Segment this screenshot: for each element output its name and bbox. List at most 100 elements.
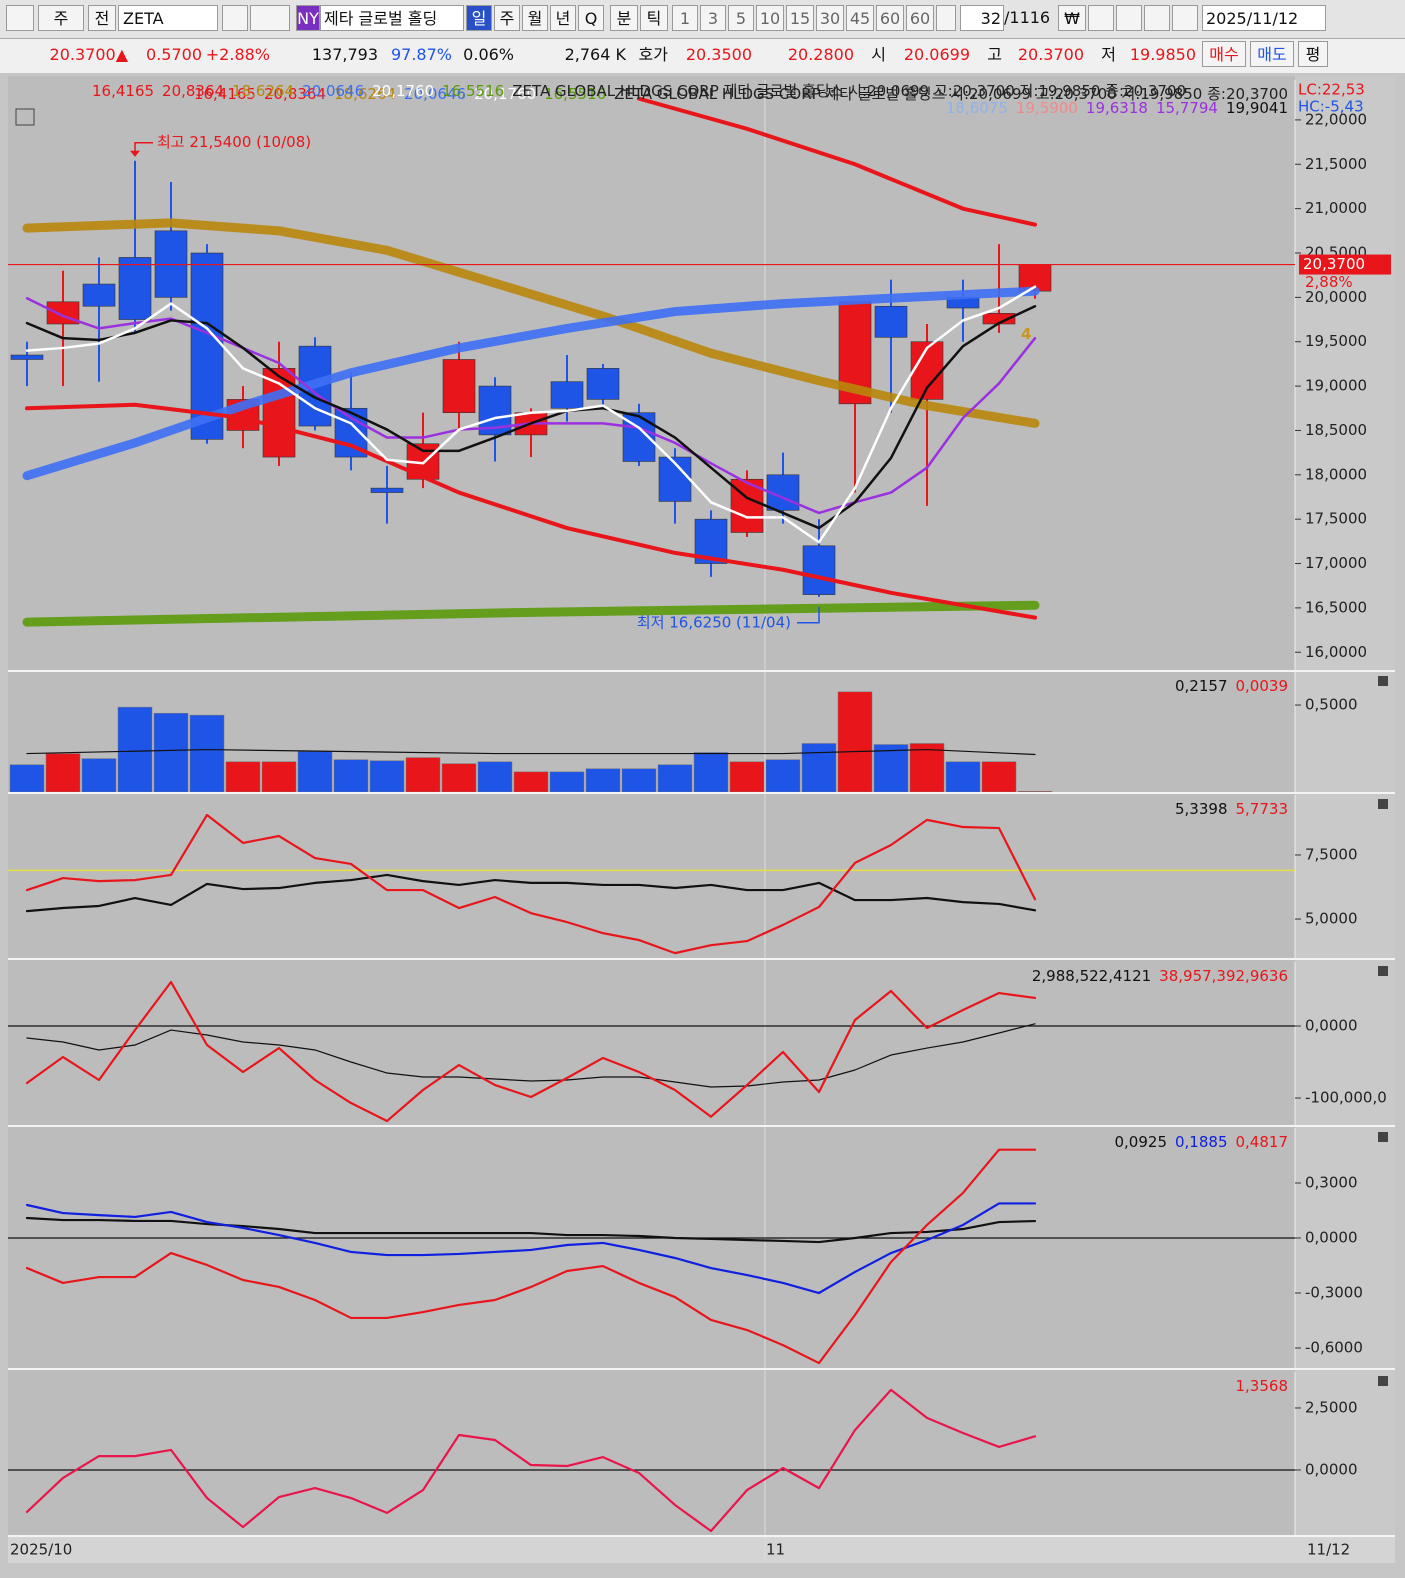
stock-name: 제타 글로벌 홀딩 (320, 5, 464, 31)
panel-close (1378, 966, 1388, 976)
line-series (25, 1216, 1037, 1244)
candle-body (370, 487, 404, 493)
interval-button[interactable]: 45 (846, 5, 874, 31)
menu-icon[interactable] (6, 5, 34, 31)
tool-button[interactable] (1088, 5, 1114, 31)
sound-button[interactable] (250, 5, 290, 31)
legend-value: 0,0039 (1236, 677, 1289, 695)
market-select[interactable]: 주 (38, 5, 84, 31)
legend-value: 16,4165 (194, 85, 256, 103)
interval-button[interactable]: 10 (756, 5, 784, 31)
volume-bar (441, 763, 477, 792)
volume-bar (945, 761, 981, 792)
period-button[interactable]: 틱 (640, 5, 668, 31)
buy-button[interactable]: 매수 (1202, 41, 1246, 67)
legend-value: 0,1885 (1175, 1133, 1228, 1151)
label: 저 (1101, 45, 1116, 64)
prev-button[interactable]: 전 (88, 5, 116, 31)
tool-button[interactable] (1116, 5, 1142, 31)
dropdown[interactable] (936, 5, 956, 31)
y-tick-label: 16,5000 (1305, 598, 1367, 616)
save-button[interactable] (1144, 5, 1170, 31)
legend-value: 20,0646 (302, 82, 364, 100)
panel-close (1378, 799, 1388, 809)
range-label: HC:-5,43 (1298, 98, 1364, 116)
line-series (25, 304, 1037, 530)
volume-bar (657, 764, 693, 792)
avg-button[interactable]: 평 (1298, 41, 1328, 67)
line-series (25, 1202, 1037, 1295)
legend-value: 20,8364 (162, 82, 224, 100)
y-tick-label: 17,5000 (1305, 510, 1367, 528)
high-arrow (134, 141, 153, 153)
period-button[interactable]: 일 (466, 5, 492, 31)
legend-value: 18,6264 (334, 85, 396, 103)
line-series (25, 402, 1037, 620)
legend-value: 16,4165 (92, 82, 154, 100)
y-tick-label: 0,0000 (1305, 1460, 1358, 1478)
interval-button[interactable]: 30 (816, 5, 844, 31)
legend-value: 2,988,522,4121 (1032, 967, 1151, 985)
y-tick-label: 0,0000 (1305, 1229, 1358, 1247)
period-button[interactable]: 주 (494, 5, 520, 31)
panel-legend: 16,4165 20,8364 18,6264 20,0646 20,1760 16,55… (194, 85, 1288, 103)
volume-bar (369, 760, 405, 792)
search-button[interactable] (222, 5, 248, 31)
y-tick-label: -0,6000 (1305, 1339, 1363, 1357)
y-tick-label: 0,3000 (1305, 1174, 1358, 1192)
y-tick-label: 5,0000 (1305, 910, 1358, 928)
candle-body (190, 252, 224, 440)
range-label: LC:22,53 (1298, 81, 1365, 99)
currency-button[interactable]: ₩ (1058, 5, 1086, 31)
volume-bar (837, 691, 873, 792)
line-series (25, 980, 1037, 1123)
y-tick-label: 2,5000 (1305, 1398, 1358, 1416)
volume-bar (333, 759, 369, 792)
marker-label: 4 (1021, 325, 1031, 343)
y-tick-label: 17,0000 (1305, 554, 1367, 572)
date-input[interactable]: 2025/11/12 (1202, 5, 1326, 31)
legend-value: 18,6264 (232, 82, 294, 100)
panel-close (1378, 1132, 1388, 1142)
volume-bar (729, 761, 765, 792)
volume-bar (585, 768, 621, 792)
y-tick-label: 16,0000 (1305, 643, 1367, 661)
legend-value: 0,0925 (1115, 1133, 1168, 1151)
interval-button[interactable]: 3 (700, 5, 726, 31)
plot (8, 1388, 1295, 1533)
candle-body (10, 354, 44, 360)
interval-button[interactable]: 60 (906, 5, 934, 31)
y-tick-label: 19,5000 (1305, 332, 1367, 350)
sell-button[interactable]: 매도 (1250, 41, 1294, 67)
legend-value: ZETA GLOBAL HLDGS CORP 제타 글로벌 홀딩스 시:20,0… (512, 82, 1186, 100)
interval-button[interactable]: 15 (786, 5, 814, 31)
legend-value: 1,3568 (1236, 1377, 1289, 1395)
turnover: 0.06% (463, 45, 514, 64)
volume-bar (549, 771, 585, 792)
symbol-input[interactable]: ZETA (118, 5, 218, 31)
candle-body (442, 359, 476, 414)
candle-body (82, 283, 116, 307)
interval-button[interactable]: 60 (876, 5, 904, 31)
settings-button[interactable] (1172, 5, 1198, 31)
period-button[interactable]: 분 (610, 5, 638, 31)
line-series (22, 600, 1040, 627)
panel-legend: 0,2157 0,0039 (1175, 677, 1288, 695)
period-button[interactable]: 월 (522, 5, 548, 31)
volume-bar (153, 712, 189, 792)
line-series (25, 1148, 1037, 1365)
count-input[interactable]: 32 (960, 5, 1004, 31)
volume-bar (189, 714, 225, 792)
interval-button[interactable]: 5 (728, 5, 754, 31)
interval-button[interactable]: 1 (672, 5, 698, 31)
period-button[interactable]: 년 (550, 5, 576, 31)
high-label: 최고 21,5400 (10/08) (157, 133, 311, 151)
open: 20.0699 (903, 45, 970, 64)
y-tick-label: 18,0000 (1305, 465, 1367, 483)
y-tick-label: 21,0000 (1305, 199, 1367, 217)
volume-ratio: 97.87% (390, 45, 452, 64)
candle-body (550, 381, 584, 409)
period-button[interactable]: Q (578, 5, 604, 31)
